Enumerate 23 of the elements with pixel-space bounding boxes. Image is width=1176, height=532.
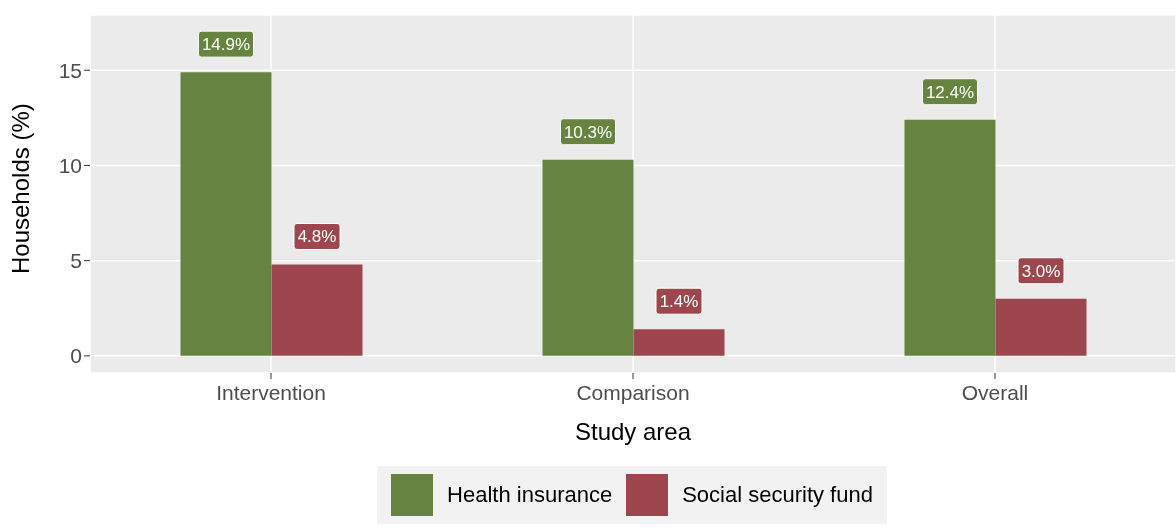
y-tick-label: 10	[58, 153, 82, 177]
bar	[633, 329, 725, 356]
bar	[271, 264, 363, 356]
legend-label: Health insurance	[447, 482, 613, 508]
data-label: 14.9%	[201, 35, 251, 55]
y-tick-label: 15	[58, 58, 82, 82]
bar	[542, 159, 634, 356]
bar	[995, 298, 1087, 356]
y-axis-title: Households (%)	[6, 103, 34, 274]
data-label: 1.4%	[659, 292, 699, 312]
legend-label: Social security fund	[682, 482, 873, 508]
y-tick-label: 0	[70, 344, 82, 368]
x-tick-label: Overall	[961, 380, 1029, 404]
data-label: 10.3%	[563, 122, 613, 142]
data-label: 3.0%	[1021, 261, 1061, 281]
bar	[904, 119, 996, 356]
x-tick-label: Intervention	[216, 380, 326, 404]
data-label: 12.4%	[925, 82, 975, 102]
y-tick-label: 5	[70, 249, 82, 273]
bar	[180, 72, 272, 356]
data-label: 4.8%	[297, 227, 337, 247]
x-axis-title: Study area	[574, 418, 692, 445]
x-tick-label: Comparison	[576, 380, 690, 404]
